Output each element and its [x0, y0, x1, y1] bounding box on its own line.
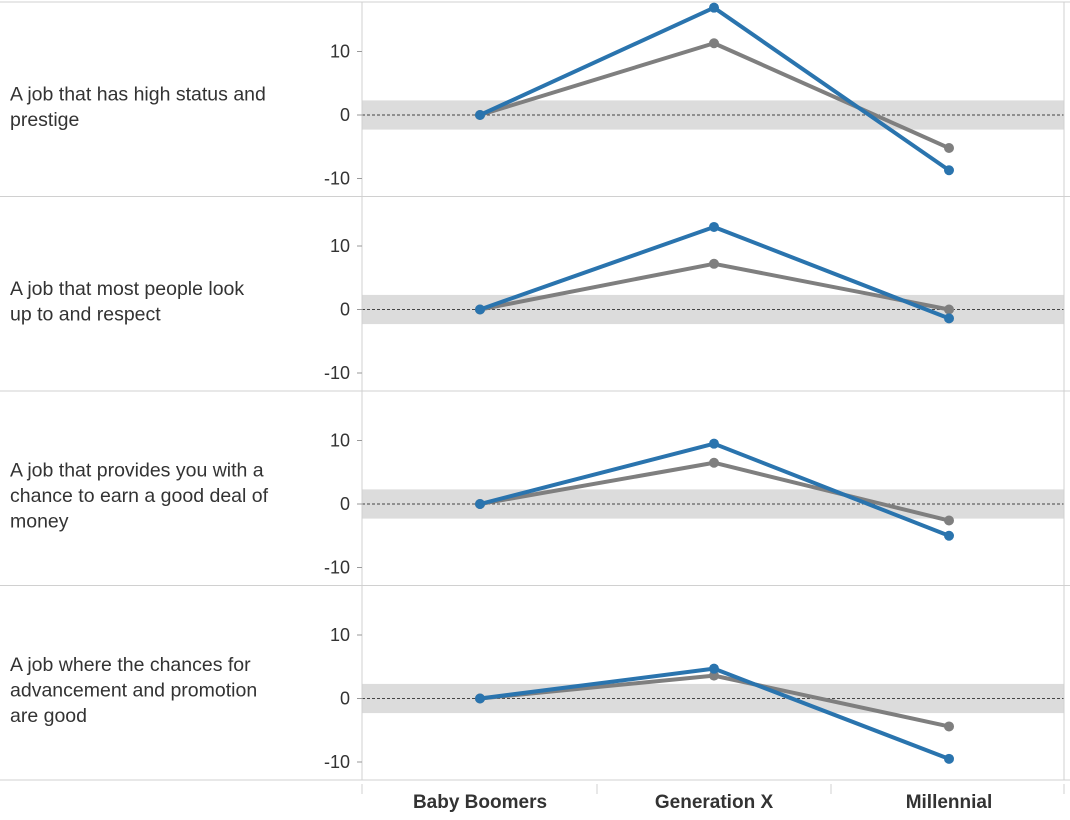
y-tick-label: 10 — [330, 42, 350, 62]
data-point — [944, 313, 954, 324]
row-label-line: A job that provides you with a — [10, 460, 264, 482]
data-point — [944, 753, 954, 764]
data-point — [709, 670, 719, 681]
data-point — [944, 515, 954, 526]
data-point — [709, 2, 719, 13]
data-point — [944, 165, 954, 176]
y-tick-label: 0 — [340, 494, 350, 514]
series-line — [478, 666, 951, 761]
data-point — [709, 221, 719, 232]
data-point — [475, 693, 485, 704]
x-category-label: Baby Boomers — [413, 792, 547, 813]
data-point — [944, 304, 954, 315]
data-point — [709, 457, 719, 468]
series-line — [478, 41, 951, 151]
y-tick-label: 10 — [330, 236, 350, 256]
data-point — [709, 438, 719, 449]
y-tick-label: -10 — [324, 363, 350, 383]
row-label-line: prestige — [10, 109, 79, 131]
row-label: A job where the chances for advancement a… — [10, 654, 257, 727]
row-label: A job that provides you with a chance to … — [10, 460, 269, 533]
row-label-line: advancement and promotion — [10, 680, 257, 702]
y-tick-label: -10 — [324, 558, 350, 578]
x-category-label: Millennial — [906, 792, 993, 813]
row-label: A job that most people look up to and res… — [10, 278, 244, 326]
y-tick-label: 10 — [330, 625, 350, 645]
x-category-label: Generation X — [655, 792, 774, 813]
row-label-line: money — [10, 511, 69, 533]
data-point — [709, 38, 719, 49]
y-tick-label: -10 — [324, 752, 350, 772]
row-label-line: A job where the chances for — [10, 654, 251, 676]
row-label-line: A job that most people look — [10, 278, 244, 300]
data-point — [709, 258, 719, 269]
row-label-line: up to and respect — [10, 303, 161, 325]
data-point — [475, 110, 485, 120]
data-point — [475, 304, 485, 315]
data-point — [475, 499, 485, 509]
row-label-line: chance to earn a good deal of — [10, 485, 269, 507]
y-tick-label: 10 — [330, 431, 350, 451]
y-tick-label: 0 — [340, 689, 350, 709]
data-point — [944, 530, 954, 541]
y-tick-label: -10 — [324, 169, 350, 189]
row-label-line: A job that has high status and — [10, 83, 266, 105]
y-tick-label: 0 — [340, 105, 350, 125]
series-line — [478, 5, 951, 173]
data-point — [944, 143, 954, 154]
row-label: A job that has high status and prestige — [10, 83, 266, 131]
row-label-line: are good — [10, 705, 87, 727]
data-point — [709, 663, 719, 674]
y-tick-label: 0 — [340, 300, 350, 320]
data-point — [944, 721, 954, 732]
